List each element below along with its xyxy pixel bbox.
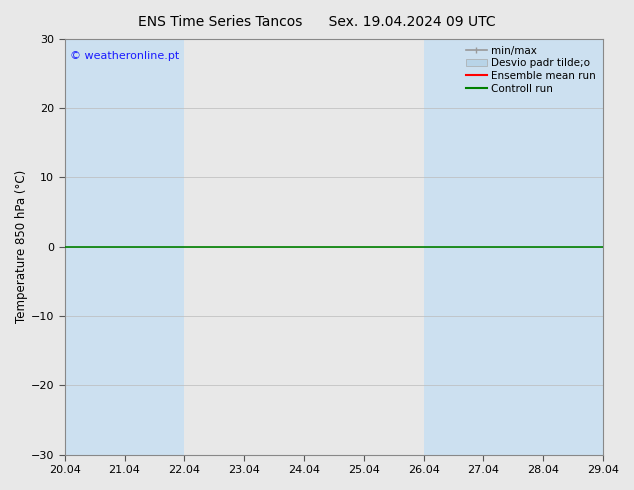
Text: ENS Time Series Tancos      Sex. 19.04.2024 09 UTC: ENS Time Series Tancos Sex. 19.04.2024 0… <box>138 15 496 29</box>
Bar <box>543 39 603 455</box>
Text: © weatheronline.pt: © weatheronline.pt <box>70 51 179 61</box>
Y-axis label: Temperature 850 hPa (°C): Temperature 850 hPa (°C) <box>15 170 28 323</box>
Bar <box>424 39 483 455</box>
Bar <box>483 39 543 455</box>
Bar <box>65 39 124 455</box>
Legend: min/max, Desvio padr tilde;o, Ensemble mean run, Controll run: min/max, Desvio padr tilde;o, Ensemble m… <box>462 42 600 98</box>
Bar <box>124 39 184 455</box>
